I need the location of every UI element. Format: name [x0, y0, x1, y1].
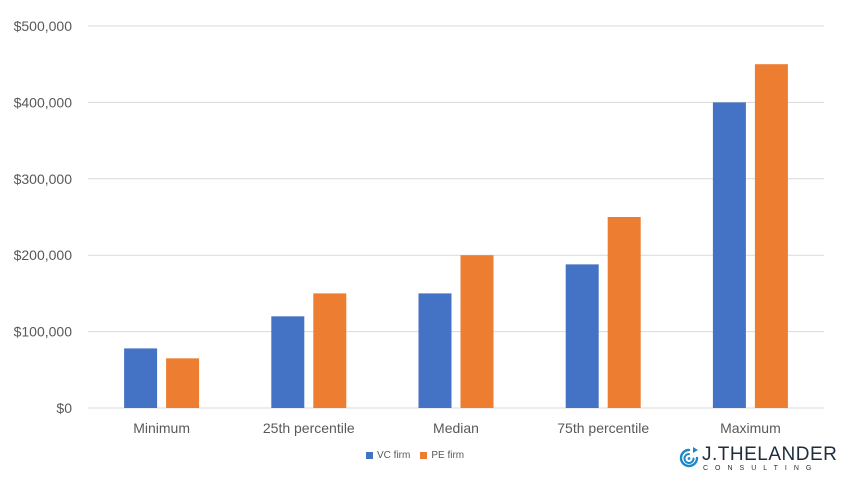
- legend-swatch-vc: [366, 452, 373, 459]
- bar-vc-3: [565, 264, 599, 408]
- x-tick-label: 25th percentile: [263, 420, 355, 436]
- x-tick-label: Minimum: [133, 420, 190, 436]
- y-tick-label: $100,000: [14, 324, 73, 340]
- bar-pe-3: [607, 217, 641, 408]
- y-axis-tick-labels: $0 $100,000 $200,000 $300,000 $400,000 $500,0…: [14, 18, 73, 416]
- legend-label-pe: PE firm: [431, 450, 465, 461]
- y-tick-label: $0: [56, 400, 72, 416]
- legend-label-vc: VC firm: [377, 450, 411, 461]
- x-tick-label: Maximum: [720, 420, 781, 436]
- bar-pe-4: [754, 64, 788, 408]
- legend-item-vc: VC firm: [366, 450, 410, 461]
- legend-swatch-pe: [420, 452, 428, 459]
- company-logo: J.THELANDER CONSULTING: [678, 444, 838, 478]
- logo-subtitle: CONSULTING: [703, 465, 819, 472]
- bars: [124, 64, 788, 409]
- logo-name: J.THELANDER: [702, 444, 838, 465]
- gridlines: [88, 25, 824, 409]
- legend: VC firm PE firm: [366, 450, 474, 461]
- y-tick-label: $500,000: [14, 18, 73, 34]
- spiral-arrow-icon: [679, 447, 699, 468]
- bar-vc-1: [271, 316, 305, 408]
- bar-pe-0: [166, 358, 200, 408]
- bar-pe-2: [460, 255, 494, 408]
- y-tick-label: $200,000: [14, 247, 73, 263]
- x-axis-tick-labels: Minimum 25th percentile Median 75th percent…: [133, 420, 781, 436]
- bar-pe-1: [313, 293, 347, 408]
- bar-vc-0: [124, 348, 158, 408]
- bar-vc-4: [712, 102, 746, 409]
- y-tick-label: $400,000: [14, 94, 73, 110]
- legend-item-pe: PE firm: [420, 450, 464, 461]
- x-tick-label: Median: [433, 420, 479, 436]
- y-tick-label: $300,000: [14, 171, 73, 187]
- x-tick-label: 75th percentile: [557, 420, 649, 436]
- bar-vc-2: [418, 293, 452, 408]
